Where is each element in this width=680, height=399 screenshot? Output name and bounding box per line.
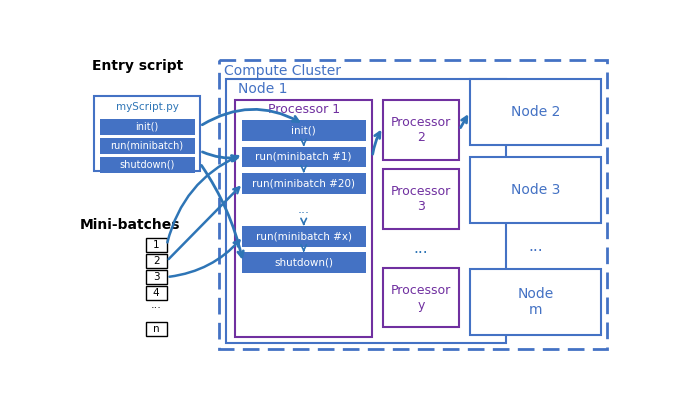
FancyBboxPatch shape bbox=[226, 79, 505, 343]
Text: run(minibatch): run(minibatch) bbox=[111, 140, 184, 150]
Text: myScript.py: myScript.py bbox=[116, 102, 179, 112]
Text: shutdown(): shutdown() bbox=[120, 160, 175, 170]
FancyBboxPatch shape bbox=[470, 269, 602, 335]
Text: Node 2: Node 2 bbox=[511, 105, 560, 119]
Text: n: n bbox=[153, 324, 159, 334]
FancyBboxPatch shape bbox=[146, 238, 167, 253]
Text: 3: 3 bbox=[153, 272, 159, 282]
FancyBboxPatch shape bbox=[95, 95, 200, 171]
Text: Mini-batches: Mini-batches bbox=[80, 217, 180, 231]
FancyBboxPatch shape bbox=[100, 119, 194, 134]
Text: Node 3: Node 3 bbox=[511, 183, 560, 197]
Text: run(minibatch #1): run(minibatch #1) bbox=[256, 152, 352, 162]
Text: ...: ... bbox=[298, 203, 309, 216]
Text: run(minibatch #20): run(minibatch #20) bbox=[252, 178, 355, 188]
FancyBboxPatch shape bbox=[146, 254, 167, 269]
Text: Processor
3: Processor 3 bbox=[391, 185, 451, 213]
Text: Processor
y: Processor y bbox=[391, 284, 451, 312]
Text: Entry script: Entry script bbox=[92, 59, 184, 73]
Text: ...: ... bbox=[413, 241, 428, 256]
FancyBboxPatch shape bbox=[241, 252, 366, 273]
FancyBboxPatch shape bbox=[470, 79, 602, 145]
FancyBboxPatch shape bbox=[383, 100, 459, 160]
FancyBboxPatch shape bbox=[383, 169, 459, 229]
Text: 2: 2 bbox=[153, 256, 159, 266]
FancyBboxPatch shape bbox=[470, 157, 602, 223]
Text: ...: ... bbox=[528, 239, 543, 253]
Text: Processor
2: Processor 2 bbox=[391, 116, 451, 144]
FancyBboxPatch shape bbox=[220, 60, 607, 349]
Text: shutdown(): shutdown() bbox=[274, 258, 333, 268]
Text: Compute Cluster: Compute Cluster bbox=[224, 64, 341, 78]
Text: init(): init() bbox=[291, 126, 316, 136]
Text: run(minibatch #x): run(minibatch #x) bbox=[256, 231, 352, 241]
FancyBboxPatch shape bbox=[100, 138, 194, 154]
FancyBboxPatch shape bbox=[241, 120, 366, 141]
Text: init(): init() bbox=[135, 122, 159, 132]
Text: Node 1: Node 1 bbox=[239, 82, 288, 96]
FancyBboxPatch shape bbox=[100, 157, 194, 173]
FancyBboxPatch shape bbox=[146, 270, 167, 284]
Text: 1: 1 bbox=[153, 240, 159, 250]
FancyBboxPatch shape bbox=[241, 226, 366, 247]
FancyBboxPatch shape bbox=[146, 286, 167, 300]
FancyBboxPatch shape bbox=[241, 146, 366, 168]
Text: Processor 1: Processor 1 bbox=[268, 103, 340, 117]
Text: ...: ... bbox=[151, 300, 162, 310]
Text: 4: 4 bbox=[153, 288, 159, 298]
Text: Node
m: Node m bbox=[517, 287, 554, 317]
FancyBboxPatch shape bbox=[146, 322, 167, 336]
FancyBboxPatch shape bbox=[241, 173, 366, 194]
FancyBboxPatch shape bbox=[235, 100, 372, 337]
FancyBboxPatch shape bbox=[383, 268, 459, 328]
